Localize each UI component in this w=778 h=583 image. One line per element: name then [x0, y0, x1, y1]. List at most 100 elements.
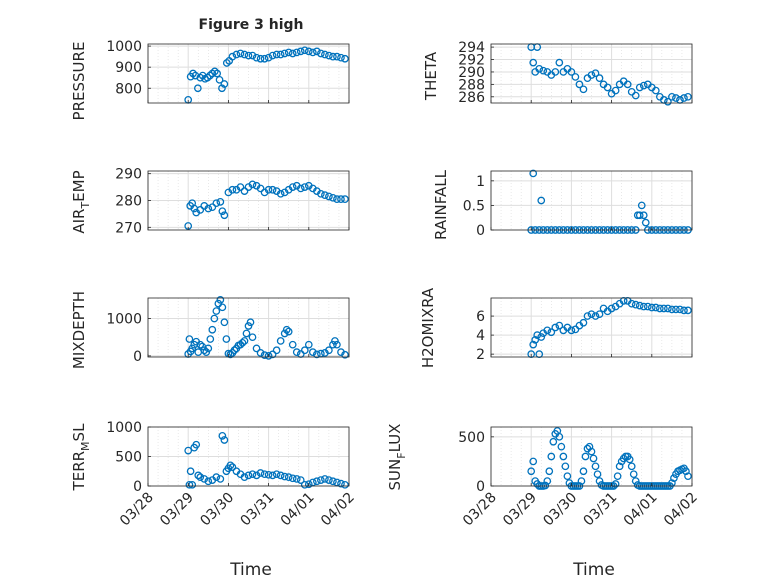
data-point	[545, 467, 554, 476]
data-point	[220, 80, 229, 88]
ytick-label: 1000	[106, 420, 142, 436]
data-point	[208, 203, 217, 212]
ytick-label: 280	[115, 194, 142, 210]
data-point	[615, 462, 624, 471]
data-point	[567, 68, 576, 76]
plots-layer: 800900100028628829029229427028029000.510…	[106, 39, 700, 529]
data-point	[587, 447, 596, 456]
data-point	[248, 51, 257, 60]
data-point	[337, 53, 345, 62]
data-point	[312, 350, 321, 359]
data-point	[191, 71, 200, 80]
data-point	[220, 436, 229, 444]
xlabel-left: Time	[229, 560, 272, 580]
data-point	[296, 184, 305, 193]
data-point	[252, 471, 261, 480]
data-point	[220, 211, 229, 220]
data-point	[280, 329, 289, 338]
data-point	[216, 475, 225, 483]
data-point	[329, 477, 337, 486]
data-point	[639, 302, 648, 311]
series-markers	[184, 180, 349, 230]
data-point	[543, 477, 552, 485]
data-point	[240, 187, 249, 195]
data-point	[527, 467, 536, 476]
data-point	[555, 321, 564, 330]
ytick-label: 288	[458, 77, 485, 93]
data-point	[276, 337, 285, 345]
data-point	[246, 318, 255, 327]
data-point	[252, 53, 261, 62]
data-point	[329, 52, 337, 61]
data-point	[193, 84, 202, 93]
series-markers	[184, 296, 349, 360]
data-point	[200, 346, 209, 355]
data-point	[325, 346, 333, 355]
data-point	[300, 346, 309, 355]
data-point	[252, 344, 261, 353]
data-point	[672, 94, 680, 102]
data-point	[213, 69, 221, 78]
data-point	[651, 86, 660, 95]
data-point	[341, 350, 349, 359]
ytick-label: 0	[133, 349, 142, 365]
data-point	[264, 185, 273, 194]
data-point	[188, 480, 197, 489]
data-point	[222, 335, 231, 343]
data-point	[272, 470, 281, 479]
data-point	[260, 351, 269, 359]
data-point	[232, 50, 241, 59]
data-point	[218, 207, 227, 216]
data-point	[635, 211, 644, 220]
ytick-label: 1000	[106, 39, 142, 55]
ytick-label: 1	[476, 174, 485, 190]
data-point	[304, 480, 313, 489]
data-point	[623, 80, 632, 89]
data-point	[282, 325, 291, 334]
data-point	[268, 185, 277, 194]
data-point	[184, 446, 193, 455]
data-point	[529, 340, 538, 349]
data-point	[537, 333, 546, 341]
data-point	[670, 474, 678, 482]
data-point	[668, 92, 676, 101]
data-point	[603, 83, 612, 92]
data-point	[228, 463, 237, 471]
data-point	[208, 325, 217, 334]
data-point	[341, 480, 349, 489]
data-point	[551, 68, 560, 76]
data-point	[296, 47, 305, 56]
data-point	[595, 310, 604, 319]
data-point	[242, 329, 251, 338]
data-point	[308, 48, 317, 57]
ytick-label: 500	[115, 450, 142, 466]
data-point	[317, 189, 325, 198]
axes-frame	[147, 297, 350, 358]
data-point	[216, 296, 225, 304]
data-point	[218, 84, 226, 93]
ytick-label: 0	[476, 223, 485, 239]
data-point	[244, 51, 253, 60]
ytick-label: 0.5	[463, 198, 485, 214]
data-point	[585, 442, 594, 451]
data-point	[202, 348, 211, 356]
data-point	[555, 432, 564, 441]
data-point	[317, 49, 325, 58]
data-point	[248, 470, 257, 479]
axes-background	[148, 298, 349, 357]
data-point	[611, 86, 620, 95]
data-point	[627, 299, 636, 308]
data-point	[682, 467, 690, 476]
ytick-label: 286	[458, 90, 485, 106]
subplot-pressure: PRESSURE	[70, 42, 88, 121]
xlabel-right: Time	[572, 560, 615, 580]
data-point	[268, 350, 277, 359]
data-point	[256, 54, 265, 63]
data-point	[613, 472, 622, 481]
data-point	[589, 454, 598, 463]
data-point	[268, 51, 277, 60]
data-point	[300, 480, 309, 489]
data-point	[561, 462, 570, 471]
data-point	[559, 452, 568, 461]
